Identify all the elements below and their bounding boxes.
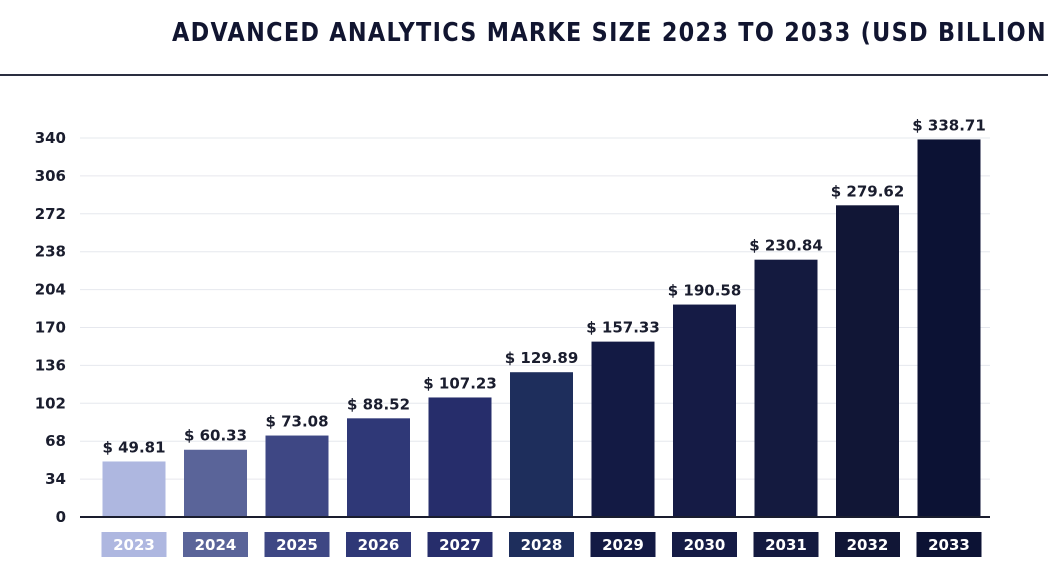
category-label-box — [753, 532, 819, 557]
category-label-box — [672, 532, 737, 557]
x-category-label: 2027 — [439, 536, 481, 554]
y-tick-label: 238 — [35, 243, 66, 261]
bar-value-label: $ 190.58 — [668, 282, 742, 300]
y-tick-label: 102 — [35, 394, 66, 412]
bar-value-label: $ 279.62 — [831, 182, 905, 200]
bar — [754, 259, 818, 517]
bar — [184, 449, 247, 517]
category-label-box — [509, 532, 574, 557]
y-tick-label: 34 — [45, 470, 66, 488]
bar-value-label: $ 73.08 — [265, 413, 328, 431]
x-category-label: 2025 — [276, 536, 318, 554]
bar-value-label: $ 49.81 — [102, 438, 165, 456]
header-divider — [0, 74, 1048, 76]
bar-value-label: $ 230.84 — [749, 237, 823, 255]
chart-title: ADVANCED ANALYTICS MARKE SIZE 2023 TO 20… — [172, 18, 1048, 48]
bar — [673, 304, 736, 517]
category-label-box — [101, 532, 167, 557]
x-category-label: 2028 — [521, 536, 563, 554]
category-label-box — [346, 532, 411, 557]
y-tick-label: 272 — [35, 205, 66, 223]
value-labels: $ 49.81 $ 60.33 $ 73.08 $ 88.52 $ 107.23 $ 12… — [102, 116, 985, 456]
bar-value-label: $ 107.23 — [423, 374, 497, 392]
bar-value-label: $ 338.71 — [912, 116, 986, 134]
category-label-box — [916, 532, 982, 557]
y-tick-label: 204 — [35, 281, 66, 299]
bar-value-label: $ 88.52 — [347, 395, 410, 413]
bar — [591, 341, 655, 517]
category-label-box — [835, 532, 900, 557]
bar — [347, 418, 410, 517]
bar-value-label: $ 129.89 — [505, 349, 579, 367]
x-category-label: 2029 — [602, 536, 644, 554]
y-tick-label: 340 — [35, 129, 66, 147]
y-tick-label: 68 — [45, 432, 66, 450]
x-category-label: 2033 — [928, 536, 970, 554]
y-tick-label: 306 — [35, 167, 66, 185]
bars — [102, 139, 981, 517]
y-tick-label: 0 — [56, 508, 66, 526]
x-category-label: 2032 — [847, 536, 889, 554]
bar — [510, 372, 573, 517]
x-category-label: 2026 — [358, 536, 400, 554]
bar — [265, 435, 329, 517]
bar — [836, 205, 899, 517]
category-label-box — [427, 532, 493, 557]
x-axis-categories: 2023 2024 2025 2026 2027 2028 2029 2030 2031 2032… — [101, 532, 982, 557]
bar — [102, 461, 166, 517]
category-label-box — [590, 532, 656, 557]
x-category-label: 2030 — [684, 536, 726, 554]
bar-value-label: $ 60.33 — [184, 427, 247, 445]
x-category-label: 2023 — [113, 536, 155, 554]
x-category-label: 2031 — [765, 536, 807, 554]
x-category-label: 2024 — [195, 536, 237, 554]
category-label-box — [264, 532, 330, 557]
bar — [917, 139, 981, 517]
chart-header: ADVANCED ANALYTICS MARKE SIZE 2023 TO 20… — [0, 0, 1048, 76]
bar-value-label: $ 157.33 — [586, 319, 660, 337]
category-label-box — [183, 532, 248, 557]
y-tick-label: 170 — [35, 319, 66, 337]
y-tick-label: 136 — [35, 356, 66, 374]
y-axis-ticks: 0 34 68 102 136 170 204 238 272 306 340 — [35, 129, 66, 526]
bar — [428, 397, 492, 517]
